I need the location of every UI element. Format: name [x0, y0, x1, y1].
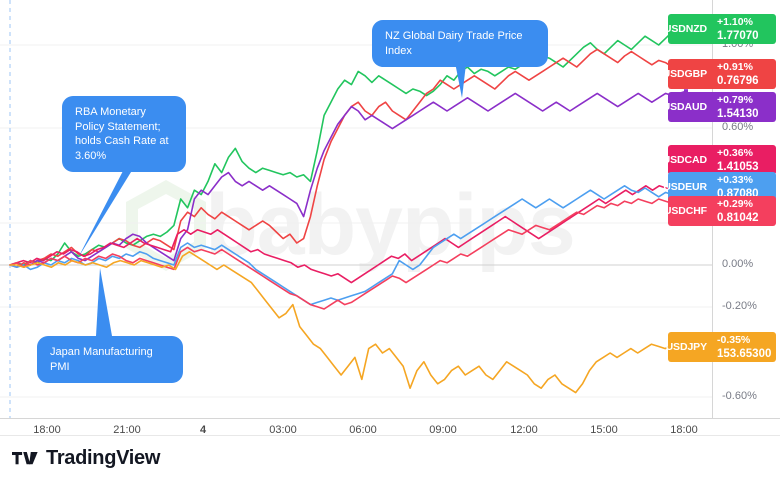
- badge-symbol-label: USDAUD: [663, 92, 712, 122]
- price-line-usdcad: [9, 185, 687, 284]
- last-price-marker-usdaud: [684, 89, 688, 94]
- price-badge-usdjpy[interactable]: USDJPY -0.35% 153.65300: [666, 332, 776, 362]
- badge-values: +0.29% 0.81042: [712, 196, 776, 226]
- x-axis-tick-label[interactable]: 18:00: [33, 424, 61, 436]
- japan-manufacturing-pmi-callout: Japan Manufacturing PMI: [37, 336, 183, 383]
- badge-symbol-label: USDCAD: [663, 145, 712, 175]
- y-axis-tick-label: 0.00%: [722, 258, 754, 270]
- badge-values: +0.36% 1.41053: [712, 145, 776, 175]
- nz-global-dairy-callout: NZ Global Dairy Trade Price Index: [372, 20, 548, 67]
- x-axis-tick-label[interactable]: 4: [199, 424, 207, 436]
- badge-price-value: 1.54130: [717, 107, 759, 120]
- badge-change-percent: -0.35%: [717, 333, 751, 346]
- badge-price-value: 153.65300: [717, 347, 772, 360]
- x-axis-tick-label[interactable]: 06:00: [349, 424, 377, 436]
- badge-price-value: 0.81042: [717, 211, 759, 224]
- x-axis-tick-label[interactable]: 18:00: [670, 424, 698, 436]
- rba-monetary-policy-callout: RBA Monetary Policy Statement; holds Cas…: [62, 96, 186, 172]
- footer-branding: TradingView: [0, 436, 780, 480]
- badge-values: +0.79% 1.54130: [712, 92, 776, 122]
- badge-values: +1.10% 1.77070: [712, 14, 776, 44]
- badge-values: -0.35% 153.65300: [712, 332, 776, 362]
- badge-price-value: 1.41053: [717, 160, 759, 173]
- price-line-usdchf: [9, 198, 687, 310]
- price-line-usdjpy: [9, 251, 687, 394]
- badge-price-value: 1.77070: [717, 29, 759, 42]
- price-badge-usdnzd[interactable]: USDNZD +1.10% 1.77070: [664, 14, 776, 44]
- x-axis-bottom-separator: [0, 435, 780, 436]
- badge-symbol-label: USDCHF: [664, 196, 712, 226]
- badge-values: +0.91% 0.76796: [712, 59, 776, 89]
- badge-change-percent: +0.36%: [717, 146, 753, 159]
- price-badge-usdcad[interactable]: USDCAD +0.36% 1.41053: [663, 145, 776, 175]
- y-axis-tick-label: 0.60%: [722, 121, 754, 133]
- x-axis-tick-label[interactable]: 12:00: [510, 424, 538, 436]
- price-badge-usdaud[interactable]: USDAUD +0.79% 1.54130: [663, 92, 776, 122]
- x-axis-tick-label[interactable]: 21:00: [113, 424, 141, 436]
- x-axis-tick-label[interactable]: 03:00: [269, 424, 297, 436]
- badge-symbol-label: USDNZD: [664, 14, 712, 44]
- x-axis-tick-label[interactable]: 09:00: [429, 424, 457, 436]
- price-badge-usdgbp[interactable]: USDGBP +0.91% 0.76796: [663, 59, 776, 89]
- badge-change-percent: +0.79%: [717, 93, 753, 106]
- y-axis-tick-label: -0.20%: [722, 300, 757, 312]
- badge-change-percent: +0.91%: [717, 60, 753, 73]
- tradingview-wordmark: TradingView: [46, 446, 161, 469]
- badge-price-value: 0.76796: [717, 74, 759, 87]
- tradingview-logo-icon: [12, 451, 38, 464]
- price-line-usdeur: [9, 185, 687, 306]
- price-badge-usdchf[interactable]: USDCHF +0.29% 0.81042: [664, 196, 776, 226]
- badge-symbol-label: USDGBP: [663, 59, 712, 89]
- x-axis-tick-label[interactable]: 15:00: [590, 424, 618, 436]
- badge-change-percent: +0.33%: [717, 173, 753, 186]
- badge-change-percent: +1.10%: [717, 15, 753, 28]
- y-axis-tick-label: -0.60%: [722, 390, 757, 402]
- badge-symbol-label: USDJPY: [666, 332, 712, 362]
- x-axis-separator: [0, 418, 780, 419]
- badge-change-percent: +0.29%: [717, 197, 753, 210]
